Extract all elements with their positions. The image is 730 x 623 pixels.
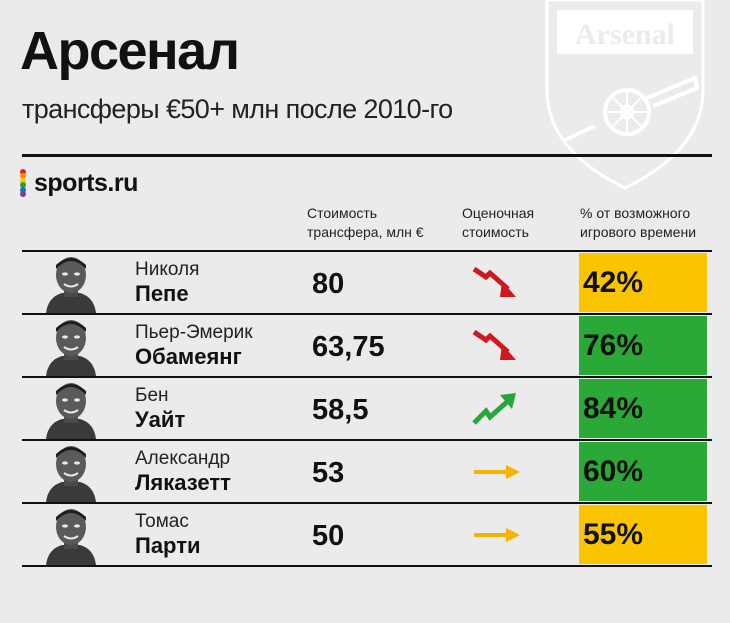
playing-time-percent: 42% [579,253,707,312]
sports-ru-logo: sports.ru [20,168,138,198]
trend-down-arrow-icon [470,263,524,303]
player-first-name: Николя [135,259,200,280]
transfer-cost: 53 [312,457,345,489]
column-header-cost: Стоимость трансфера, млн € [307,204,437,242]
column-header-pct-line2: игрового времени [580,224,697,240]
logo-text: sports.ru [34,168,138,197]
player-last-name: Парти [135,533,201,558]
crest-text: Arsenal [575,18,675,51]
trend-up-arrow-icon [470,389,524,429]
logo-dot [20,169,26,175]
player-photo [40,316,102,376]
transfers-table: Николя Пепе 80 42% Пьер-Эмерик Обамеянг … [22,250,712,567]
player-first-name: Пьер-Эмерик [135,322,253,343]
playing-time-percent: 84% [579,379,707,438]
logo-dot [20,186,26,193]
table-row: Александр Ляказетт 53 60% [22,439,712,502]
column-header-trend-line2: стоимость [462,224,529,240]
logo-dot [20,191,26,197]
top-divider [22,154,712,157]
logo-dot [20,182,26,189]
transfer-cost: 80 [312,268,345,300]
playing-time-percent: 76% [579,316,707,375]
logo-dots-icon [20,169,28,197]
page-subtitle: трансферы €50+ млн после 2010-го [22,94,453,124]
playing-time-percent: 55% [579,505,707,564]
trend-down-arrow-icon [470,326,524,366]
player-photo [40,253,102,313]
transfer-cost: 50 [312,520,345,552]
player-photo [40,442,102,502]
trend-flat-arrow-icon [470,515,524,555]
column-header-pct-line1: % от возможного [580,205,691,221]
player-photo [40,505,102,565]
player-last-name: Обамеянг [135,344,242,369]
table-row: Пьер-Эмерик Обамеянг 63,75 76% [22,313,712,376]
table-row: Николя Пепе 80 42% [22,250,712,313]
column-header-cost-line2: трансфера, млн € [307,224,424,240]
playing-time-percent: 60% [579,442,707,501]
transfer-cost: 58,5 [312,394,369,426]
column-header-trend-line1: Оценочная [462,205,535,221]
player-last-name: Ляказетт [135,470,231,495]
trend-flat-arrow-icon [470,452,524,492]
logo-dot [20,177,26,184]
column-header-cost-line1: Стоимость [307,205,378,221]
column-header-trend: Оценочная стоимость [462,204,572,242]
page-title: Арсенал [20,21,240,81]
transfer-cost: 63,75 [312,331,385,363]
player-first-name: Томас [135,511,189,532]
table-row: Бен Уайт 58,5 84% [22,376,712,439]
table-row: Томас Парти 50 55% [22,502,712,567]
player-first-name: Александр [135,448,231,469]
player-last-name: Уайт [135,407,186,432]
logo-dot [20,173,26,180]
arsenal-crest-watermark: Arsenal [545,0,705,190]
player-first-name: Бен [135,385,169,406]
player-last-name: Пепе [135,281,189,306]
column-header-playing-time: % от возможного игрового времени [580,204,710,242]
player-photo [40,379,102,439]
